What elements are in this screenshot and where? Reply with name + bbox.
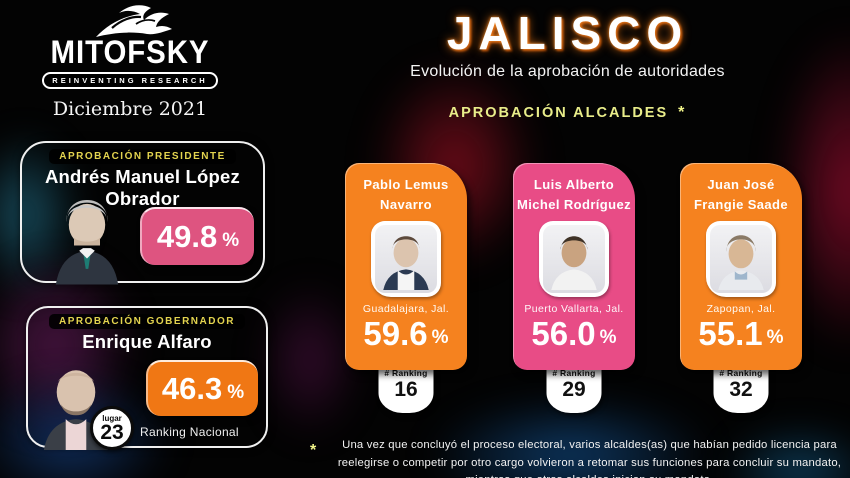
mayor-approval-value: 59.6 [363, 315, 428, 352]
ranking-nacional-label: Ranking Nacional [140, 425, 239, 439]
mayor-name-line2: Michel Rodríguez [516, 196, 632, 212]
brand-tagline: REINVENTING RESEARCH [42, 72, 218, 89]
mayor-card-body: Juan José Frangie Saade Zapopan, Jal. 55… [680, 163, 802, 370]
mayor-name-line2: Navarro [380, 196, 432, 212]
lugar-value: 23 [100, 420, 124, 444]
percent-sign: % [227, 382, 245, 403]
mayor-name-line1: Pablo Lemus [363, 177, 449, 192]
governor-card-label: APROBACIÓN GOBERNADOR [49, 314, 245, 329]
photo-pablo-lemus [375, 225, 437, 293]
mayor-card-body: Pablo Lemus Navarro Guadalajara, Jal. 59… [345, 163, 467, 370]
section-title: APROBACIÓN ALCALDES * [395, 104, 740, 122]
photo-luis-alberto-michel [543, 225, 605, 293]
percent-sign: % [766, 326, 784, 348]
president-approval-box: 49.8 % [140, 207, 254, 265]
report-date: Diciembre 2021 [52, 98, 208, 120]
mayor-card-zapopan: # Ranking 32 Juan José Frangie Saade Zap… [680, 163, 802, 415]
president-approval-value: 49.8 [156, 219, 218, 254]
page-subtitle: Evolución de la aprobación de autoridade… [410, 63, 725, 80]
governor-card: APROBACIÓN GOBERNADOR Enrique Alfaro 46.… [26, 306, 268, 450]
mayor-name-line1: Juan José [707, 177, 775, 192]
mayor-approval: 59.6 % [363, 315, 448, 353]
mitofsky-swoosh-icon [96, 5, 172, 38]
mayor-card-puerto-vallarta: # Ranking 29 Luis Alberto Michel Rodrígu… [513, 163, 635, 415]
mayor-city: Zapopan, Jal. [706, 303, 776, 315]
ranking-label: # Ranking [384, 368, 428, 378]
footnote-asterisk: * [310, 442, 317, 459]
mayor-name-line1: Luis Alberto [533, 177, 615, 192]
mayor-card-guadalajara: # Ranking 16 Pablo Lemus Navarro Guadala… [345, 163, 467, 415]
photo-frame [371, 221, 441, 297]
header: JALISCO Evolución de la aprobación de au… [395, 10, 740, 122]
section-asterisk: * [678, 104, 687, 121]
mayor-approval-value: 56.0 [531, 315, 596, 352]
photo-frame [706, 221, 776, 297]
president-card-label: APROBACIÓN PRESIDENTE [49, 149, 236, 164]
mayor-name: Luis Alberto Michel Rodríguez [517, 175, 631, 214]
governor-name: Enrique Alfaro [82, 331, 212, 352]
mayor-city: Guadalajara, Jal. [362, 303, 450, 315]
photo-andres-manuel-lopez-obrador [55, 200, 119, 285]
page-title: JALISCO [446, 7, 689, 59]
mayor-name: Pablo Lemus Navarro [363, 175, 448, 214]
mayor-approval: 55.1 % [698, 315, 783, 353]
mayor-city: Puerto Vallarta, Jal. [524, 303, 624, 315]
photo-enrique-alfaro [43, 370, 109, 450]
governor-approval-value: 46.3 [161, 371, 223, 406]
mayor-name: Juan José Frangie Saade [694, 175, 788, 214]
brand-name: MITOFSKY [50, 34, 210, 70]
percent-sign: % [599, 326, 617, 348]
footnote: * Una vez que concluyó el proceso electo… [302, 437, 847, 478]
president-name: Andrés Manuel López Obrador [45, 166, 240, 209]
section-title-text: APROBACIÓN ALCALDES [448, 105, 669, 121]
mayor-name-line2: Frangie Saade [693, 196, 789, 212]
photo-frame [539, 221, 609, 297]
governor-national-ranking-badge: lugar 23 [90, 406, 134, 450]
mayor-approval-value: 55.1 [698, 315, 763, 352]
footnote-text: Una vez que concluyó el proceso electora… [337, 439, 842, 478]
governor-approval-box: 46.3 % [146, 360, 258, 416]
president-card: APROBACIÓN PRESIDENTE Andrés Manuel Lópe… [20, 141, 265, 285]
ranking-label: # Ranking [719, 368, 763, 378]
mayor-approval: 56.0 % [531, 315, 616, 353]
percent-sign: % [431, 326, 449, 348]
ranking-label: # Ranking [552, 368, 596, 378]
ranking-value: 29 [562, 378, 586, 401]
photo-juan-jose-frangie [710, 225, 772, 293]
ranking-value: 16 [394, 378, 418, 401]
mitofsky-logo: MITOFSKY REINVENTING RESEARCH Diciembre … [25, 4, 235, 120]
ranking-value: 32 [729, 378, 753, 401]
mayor-card-body: Luis Alberto Michel Rodríguez Puerto Val… [513, 163, 635, 370]
percent-sign: % [222, 230, 240, 251]
